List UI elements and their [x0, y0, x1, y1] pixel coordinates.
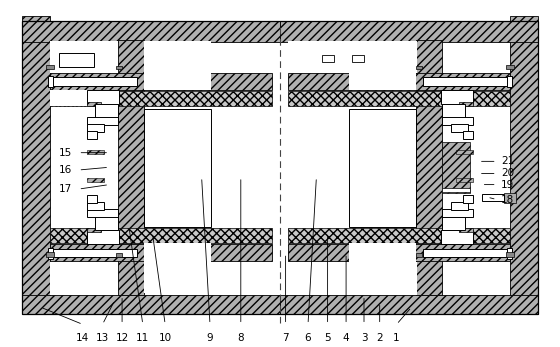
Bar	[87, 228, 101, 232]
Bar	[442, 188, 470, 192]
Text: 8: 8	[237, 333, 244, 343]
Bar	[416, 40, 442, 295]
Bar	[144, 109, 211, 227]
Text: 16: 16	[58, 165, 72, 175]
Bar	[506, 65, 514, 69]
Bar	[50, 90, 118, 106]
Text: 5: 5	[324, 333, 331, 343]
Bar	[459, 228, 473, 232]
Bar	[442, 104, 465, 118]
Bar	[459, 102, 473, 106]
Bar	[463, 131, 473, 139]
Bar	[46, 65, 54, 69]
Text: 14: 14	[76, 333, 90, 343]
Bar	[95, 104, 118, 118]
Text: 12: 12	[115, 333, 129, 343]
Bar	[50, 41, 118, 73]
Bar	[423, 77, 510, 86]
Bar	[87, 150, 104, 154]
Bar	[95, 216, 118, 230]
Bar	[50, 91, 272, 106]
Bar	[456, 178, 473, 182]
Bar	[87, 102, 101, 106]
Bar	[504, 193, 516, 203]
Bar	[482, 194, 512, 201]
Bar	[144, 41, 211, 90]
Bar	[349, 243, 416, 293]
Bar	[87, 209, 118, 217]
Bar	[59, 53, 94, 67]
Bar	[87, 178, 104, 182]
Text: 13: 13	[96, 333, 109, 343]
Bar	[87, 195, 97, 203]
Text: 9: 9	[207, 333, 213, 343]
Bar	[144, 243, 211, 293]
Bar	[87, 117, 118, 125]
Bar	[352, 55, 364, 62]
Bar	[423, 249, 510, 257]
Bar	[510, 16, 538, 314]
Bar	[456, 150, 473, 154]
Text: 17: 17	[58, 184, 72, 194]
Bar	[87, 230, 119, 244]
Bar	[22, 295, 280, 314]
Bar	[441, 90, 473, 104]
Bar	[48, 76, 53, 87]
Bar	[87, 90, 119, 104]
Bar	[349, 109, 416, 227]
Text: 15: 15	[58, 148, 72, 158]
Bar	[50, 244, 272, 261]
Text: 21: 21	[501, 156, 515, 166]
Text: 7: 7	[282, 333, 289, 343]
Bar	[322, 55, 334, 62]
Bar	[451, 202, 468, 210]
Bar	[441, 230, 473, 244]
Bar	[288, 91, 510, 106]
Bar	[507, 76, 512, 87]
Bar	[442, 209, 473, 217]
Bar	[442, 117, 473, 125]
Bar	[48, 248, 53, 259]
Bar	[50, 262, 118, 295]
Bar	[288, 262, 417, 295]
Bar	[288, 228, 510, 243]
Bar	[442, 216, 465, 230]
Bar	[87, 202, 104, 210]
Bar	[46, 252, 54, 257]
Bar	[288, 41, 417, 73]
Bar	[506, 252, 514, 257]
Bar	[280, 21, 538, 42]
Bar	[87, 131, 97, 139]
Text: 4: 4	[343, 333, 349, 343]
Text: 19: 19	[501, 180, 515, 189]
Text: 1: 1	[393, 333, 400, 343]
Bar	[118, 40, 144, 295]
Bar	[416, 66, 422, 69]
Bar	[22, 16, 50, 314]
Text: 11: 11	[136, 333, 150, 343]
Bar	[288, 73, 510, 90]
Text: 10: 10	[158, 333, 172, 343]
Bar	[451, 124, 468, 132]
Text: 6: 6	[305, 333, 311, 343]
Bar	[87, 124, 104, 132]
Bar	[22, 21, 280, 42]
Bar	[50, 228, 272, 243]
Bar	[288, 244, 510, 261]
Bar	[507, 248, 512, 259]
Bar	[50, 77, 137, 86]
Text: 20: 20	[501, 169, 514, 178]
Text: 2: 2	[376, 333, 383, 343]
Text: 18: 18	[501, 195, 515, 204]
Bar	[50, 249, 137, 257]
Bar	[442, 142, 470, 193]
Bar	[116, 66, 122, 69]
Bar	[349, 41, 416, 90]
Bar	[416, 253, 422, 257]
Bar	[116, 253, 122, 257]
Bar	[50, 73, 272, 90]
Bar	[463, 195, 473, 203]
Bar	[280, 295, 538, 314]
Text: 3: 3	[361, 333, 367, 343]
